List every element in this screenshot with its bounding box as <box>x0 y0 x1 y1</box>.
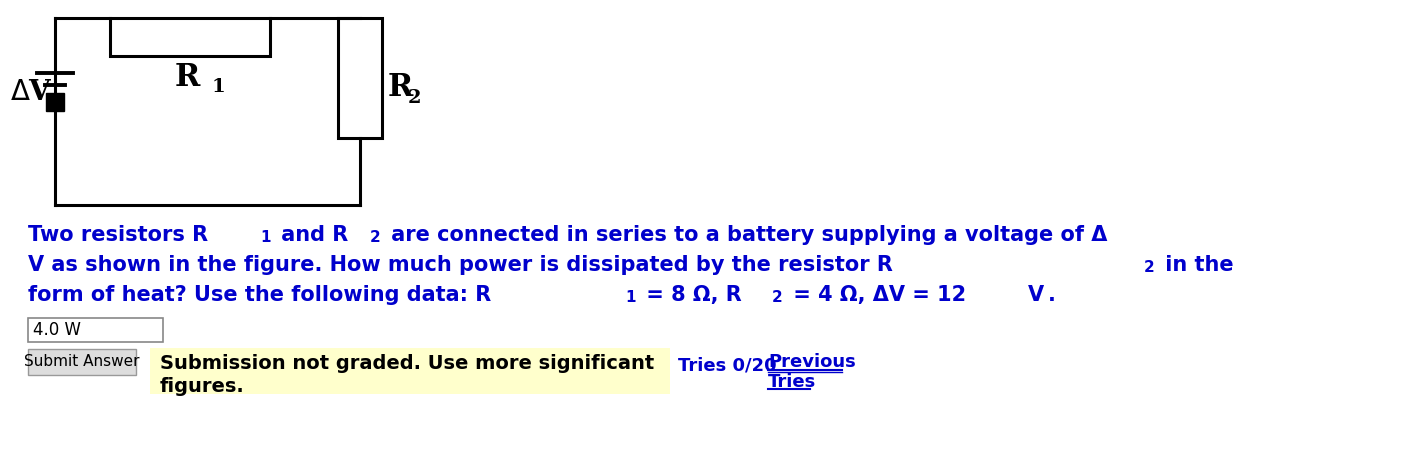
Bar <box>110 18 270 56</box>
Text: 1: 1 <box>260 230 271 245</box>
Text: and R: and R <box>274 225 348 245</box>
Bar <box>150 348 670 394</box>
Text: Submit Answer: Submit Answer <box>24 354 140 370</box>
Text: Submission not graded. Use more significant: Submission not graded. Use more signific… <box>160 354 655 373</box>
Text: Tries 0/20: Tries 0/20 <box>677 356 776 374</box>
Text: are connected in series to a battery supplying a voltage of Δ: are connected in series to a battery sup… <box>383 225 1107 245</box>
Text: $\Delta$V: $\Delta$V <box>10 80 52 107</box>
Text: .: . <box>1048 285 1056 305</box>
Text: 1: 1 <box>212 78 226 96</box>
Text: 4.0 W: 4.0 W <box>33 321 81 339</box>
Text: 2: 2 <box>370 230 380 245</box>
Text: figures.: figures. <box>160 377 245 396</box>
Text: 2: 2 <box>409 89 421 107</box>
Text: = 8 Ω, R: = 8 Ω, R <box>639 285 742 305</box>
Text: Tries: Tries <box>768 373 816 391</box>
Text: 2: 2 <box>772 290 782 305</box>
Text: V as shown in the figure. How much power is dissipated by the resistor R: V as shown in the figure. How much power… <box>28 255 892 275</box>
Text: R: R <box>387 72 413 104</box>
Text: 1: 1 <box>626 290 636 305</box>
Text: in the: in the <box>1158 255 1233 275</box>
Bar <box>47 93 64 111</box>
Bar <box>338 18 382 138</box>
Bar <box>28 318 163 342</box>
Text: 2: 2 <box>1144 260 1155 275</box>
Text: form of heat? Use the following data: R: form of heat? Use the following data: R <box>28 285 491 305</box>
Text: = 4 Ω, ΔV = 12: = 4 Ω, ΔV = 12 <box>786 285 973 305</box>
Text: R: R <box>174 61 199 93</box>
Text: Previous: Previous <box>768 353 855 371</box>
Text: V: V <box>1028 285 1044 305</box>
Text: Two resistors R: Two resistors R <box>28 225 208 245</box>
Bar <box>28 349 136 375</box>
